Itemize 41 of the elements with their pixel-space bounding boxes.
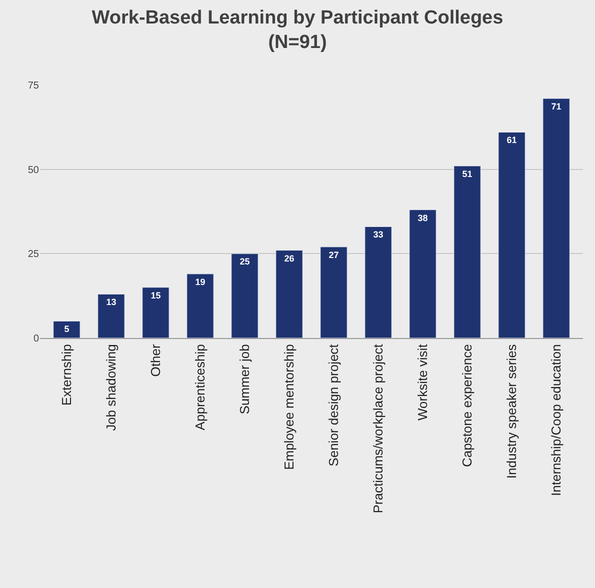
data-label: 27: [328, 250, 339, 260]
x-tick-label: Capstone experience: [460, 344, 475, 468]
x-tick-label: Practicums/workplace project: [370, 344, 386, 514]
bar: [98, 294, 125, 338]
bar: [409, 210, 436, 338]
bar: [276, 250, 303, 338]
bar: [320, 246, 348, 338]
bar: [498, 132, 526, 338]
data-label: 61: [506, 135, 517, 146]
data-label: 38: [418, 212, 428, 223]
x-tick-label: Externship: [58, 344, 74, 406]
x-tick-label: Senior design project: [326, 344, 341, 466]
data-label: 33: [373, 230, 384, 240]
bar: [142, 287, 170, 338]
data-label: 71: [551, 101, 562, 112]
y-tick-label: 75: [28, 80, 40, 92]
bar: [454, 166, 481, 338]
x-tick-label: Other: [148, 344, 163, 377]
x-tick-label: Employee mentorship: [281, 344, 296, 470]
bar: [364, 226, 392, 338]
x-tick-label: Summer job: [236, 344, 252, 414]
data-label: 15: [150, 290, 161, 300]
x-tick-label: Industry speaker series: [504, 344, 520, 479]
bar: [53, 320, 80, 338]
bar: [542, 98, 570, 338]
x-tick-label: Apprenticeship: [192, 344, 208, 430]
data-label: 51: [462, 168, 472, 179]
data-label: 19: [195, 276, 206, 287]
y-tick-label: 50: [28, 164, 40, 176]
x-tick-label: Job shadowing: [103, 344, 118, 431]
y-tick-label: 25: [28, 249, 40, 260]
y-tick-label: 0: [33, 334, 40, 344]
data-label: 26: [284, 253, 294, 264]
chart-title: Work-Based Learning by Participant Colleges (N=91): [92, 8, 504, 54]
data-label: 13: [106, 297, 116, 308]
data-label: 25: [240, 256, 250, 267]
bar: [186, 274, 214, 338]
x-tick-label: Worksite visit: [414, 344, 430, 421]
data-label: 5: [64, 324, 70, 334]
bar: [231, 253, 258, 338]
x-tick-label: Internship/Coop education: [548, 344, 564, 496]
